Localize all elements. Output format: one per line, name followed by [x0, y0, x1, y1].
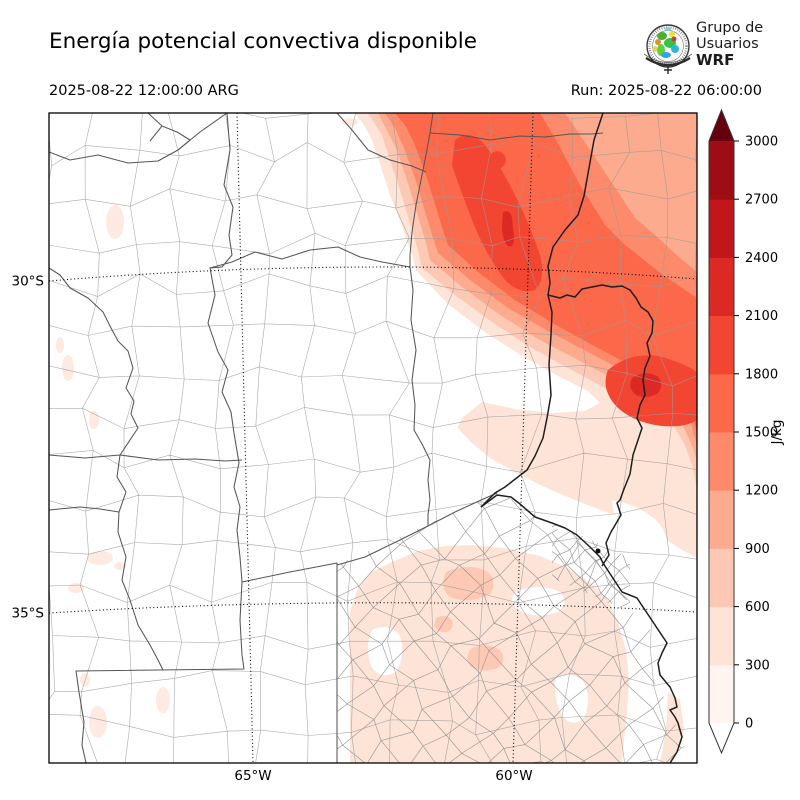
river-coast-border	[480, 294, 553, 508]
graticule-gridlines	[49, 113, 697, 763]
colorbar-tick-label: 0	[745, 717, 753, 732]
province-border	[209, 246, 411, 269]
cape-zero-patch-se	[512, 587, 565, 616]
cape-zero-patch	[612, 500, 667, 552]
cape-west-speck	[156, 687, 170, 713]
colorbar-under-arrow	[709, 723, 734, 753]
lat-tick-label: 30°S	[12, 274, 45, 290]
province-border	[207, 113, 243, 583]
province-border	[75, 581, 245, 763]
colorbar-tick-label: 2700	[745, 193, 778, 208]
valid-time-label: 2025-08-22 12:00:00 ARG	[49, 83, 239, 99]
cape-west-speck	[106, 205, 124, 239]
colorbar-band	[709, 432, 734, 491]
lon-tick-label: 65°W	[234, 768, 271, 784]
province-border	[336, 113, 427, 173]
logo-line2: Usuarios	[696, 36, 759, 52]
cape-zero-patch-se	[368, 627, 403, 676]
cape-west-speck	[89, 411, 99, 429]
latitude-gridline	[49, 266, 697, 282]
colorbar-tick-label: 2100	[745, 309, 778, 324]
cape-level-600-se-spot	[467, 645, 504, 671]
cape-west-speck	[87, 551, 113, 565]
province-border	[49, 113, 228, 164]
mesh-main	[49, 113, 697, 763]
longitude-gridline	[512, 113, 534, 763]
lon-tick-label: 60°W	[495, 768, 532, 784]
colorbar-band	[709, 490, 734, 549]
colorbar-band	[709, 315, 734, 375]
logo-line3: WRF	[696, 51, 734, 69]
river-coast-border	[480, 494, 683, 763]
latitude-gridline	[49, 602, 697, 614]
colorbar-tick-label: 600	[745, 600, 770, 615]
axis-tick-labels: 30°S 35°S 65°W 60°W	[12, 274, 533, 785]
cape-level-600-se-spot	[434, 615, 453, 633]
province-border	[429, 132, 604, 141]
colorbar-tick-label: 1800	[745, 367, 778, 382]
colorbar-band	[709, 548, 734, 608]
colorbar-band	[709, 257, 734, 317]
colorbar: 0 300 600 900 1200 1500 1800 2100 2400 2700 3000 J/…	[708, 108, 785, 755]
province-border	[49, 454, 243, 462]
cape-level-1800	[452, 135, 543, 292]
cape-level-2100	[630, 373, 662, 398]
province-border	[336, 492, 498, 566]
province-border	[149, 125, 163, 142]
province-border	[49, 506, 120, 513]
colorbar-unit-label: J/kg	[769, 420, 785, 446]
globe-field-blobs	[652, 27, 679, 58]
buenos-aires-city-dot	[595, 548, 601, 554]
colorbar-band	[709, 664, 734, 724]
model-run-label: Run: 2025-08-22 06:00:00	[570, 83, 762, 99]
colorbar-tick-label: 300	[745, 658, 770, 673]
river-coast-border	[547, 284, 654, 567]
longitude-gridline	[236, 113, 254, 763]
laurel-icon	[645, 56, 691, 67]
cape-west-speck	[62, 355, 74, 381]
province-border	[147, 113, 191, 151]
province-boundaries	[49, 113, 683, 763]
page-title: Energía potencial convectiva disponible	[49, 29, 477, 54]
cape-west-speck	[89, 706, 107, 738]
colorbar-tick-label: 1200	[745, 484, 778, 499]
wrf-users-logo: Grupo de Usuarios WRF	[643, 20, 763, 74]
cape-level-1800	[490, 151, 506, 169]
colorbar-over-arrow	[709, 110, 734, 141]
colorbar-band	[709, 199, 734, 258]
cape-west-speck	[56, 337, 64, 353]
colorbar-band	[709, 373, 734, 433]
colorbar-tick-label: 1500	[745, 426, 778, 441]
colorbar-tick-label: 900	[745, 542, 770, 557]
cape-level-2100	[502, 211, 514, 247]
province-border	[49, 267, 164, 671]
cape-level-600-se-spot	[443, 567, 494, 601]
province-border	[409, 113, 434, 526]
colorbar-band	[709, 606, 734, 666]
cape-shading-field	[49, 113, 697, 763]
lat-tick-label: 35°S	[12, 606, 45, 622]
map-frame	[48, 112, 698, 764]
logo-line1: Grupo de	[696, 20, 763, 36]
cape-west-speck	[68, 583, 84, 593]
province-border	[241, 562, 338, 763]
cape-zero-patch	[398, 262, 600, 505]
colorbar-tick-label: 3000	[745, 135, 778, 150]
globe-icon	[643, 24, 693, 74]
river-coast-border	[547, 113, 604, 296]
colorbar-band	[709, 141, 734, 200]
colorbar-tick-label: 2400	[745, 251, 778, 266]
cape-west-speck	[114, 562, 126, 570]
